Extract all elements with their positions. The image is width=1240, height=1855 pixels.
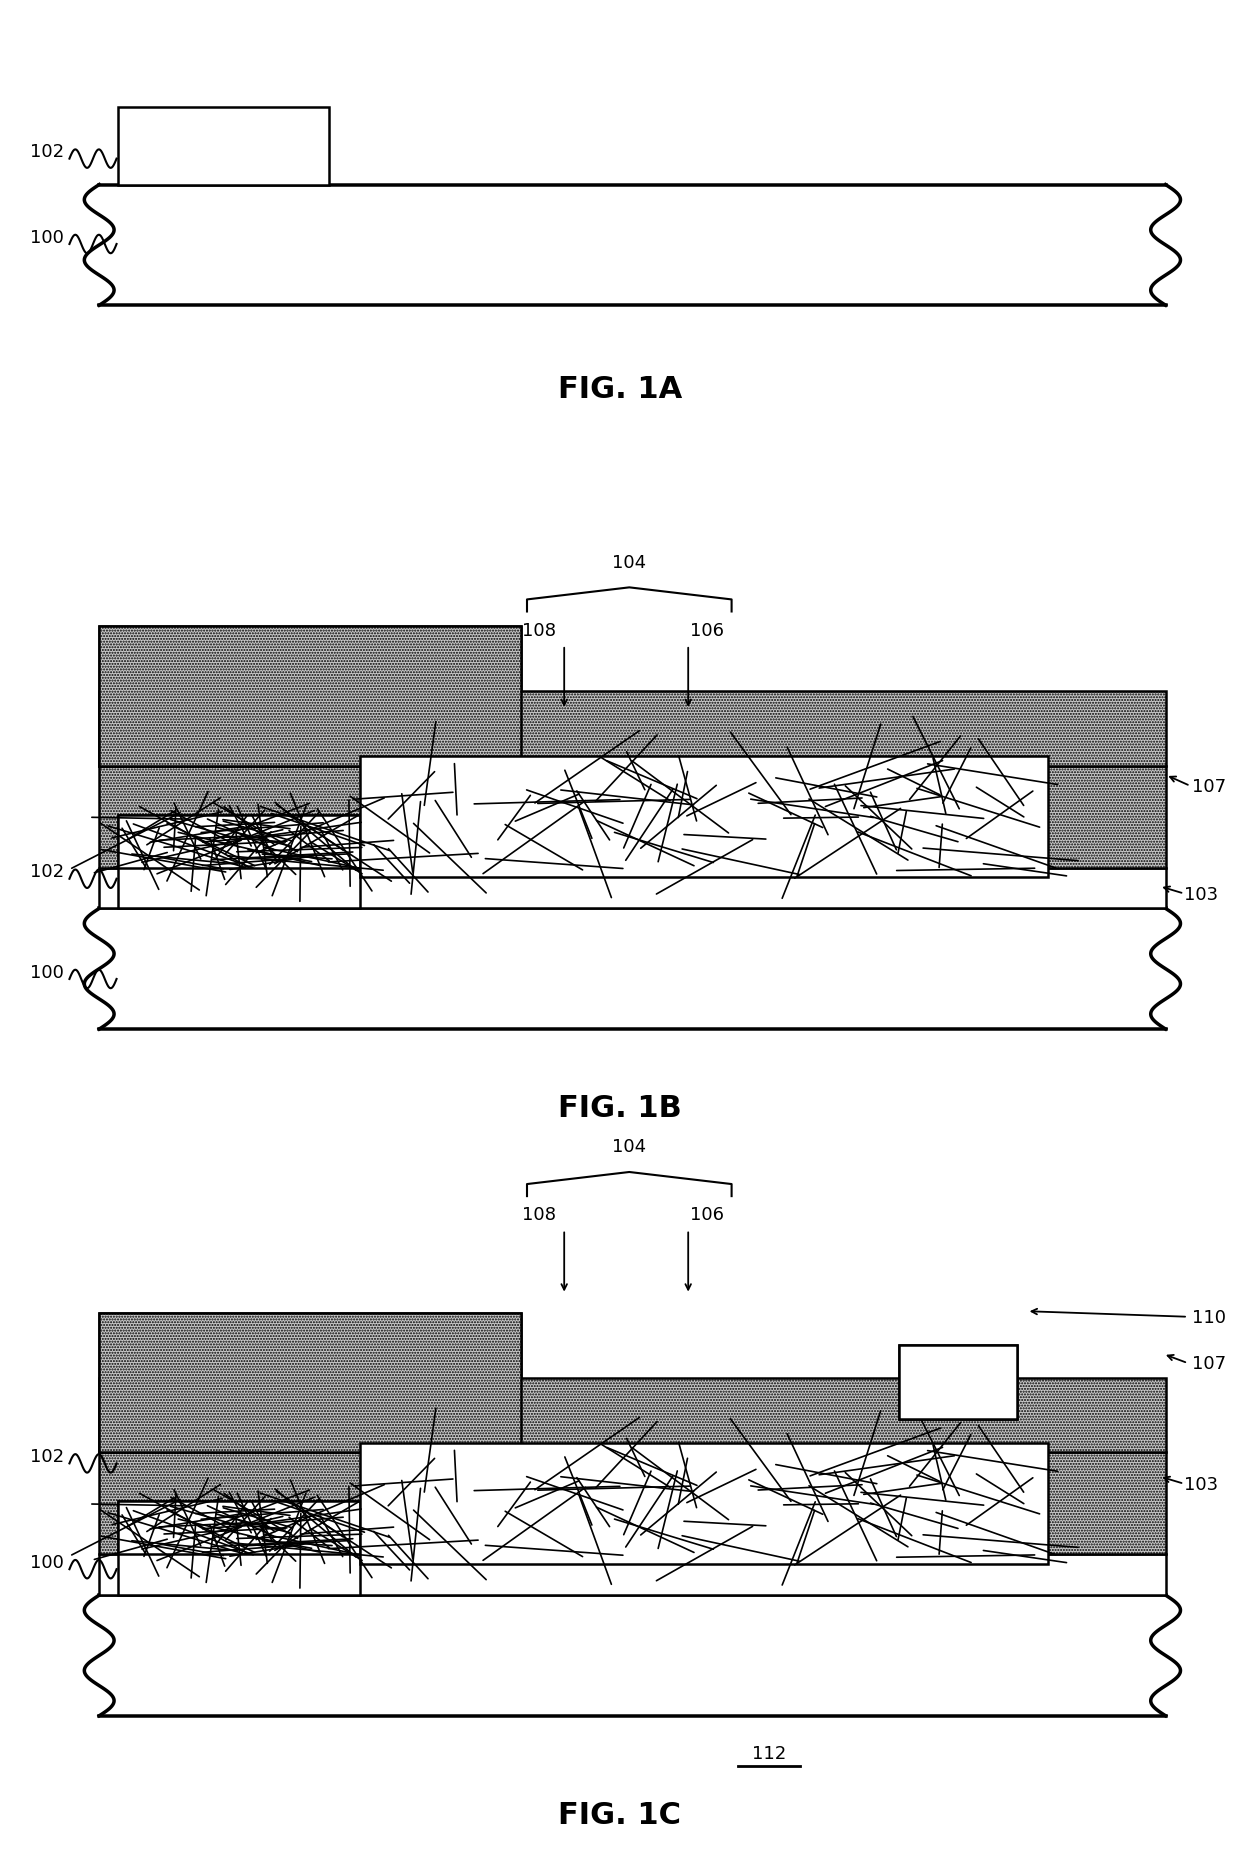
- Text: 100: 100: [30, 228, 64, 247]
- Text: 108: 108: [522, 1206, 557, 1224]
- Bar: [99, 1313, 521, 1452]
- Bar: [360, 1443, 1048, 1564]
- Text: 107: 107: [1192, 1354, 1226, 1373]
- Bar: [99, 1595, 1166, 1716]
- Text: 107: 107: [1192, 777, 1226, 796]
- Text: 104: 104: [611, 1137, 646, 1156]
- Bar: [99, 1554, 1166, 1595]
- Text: 103: 103: [1184, 1475, 1219, 1493]
- Text: 108: 108: [522, 621, 557, 640]
- Bar: [99, 1313, 521, 1452]
- Text: FIG. 1B: FIG. 1B: [558, 1093, 682, 1122]
- Bar: [99, 766, 1166, 868]
- Bar: [118, 814, 360, 868]
- Bar: [99, 186, 1166, 306]
- Bar: [99, 627, 521, 766]
- Text: 100: 100: [30, 1553, 64, 1571]
- Text: 102: 102: [30, 863, 64, 881]
- Text: 110: 110: [1192, 1308, 1226, 1326]
- Text: 100: 100: [30, 963, 64, 981]
- Bar: [118, 108, 329, 186]
- Text: FIG. 1A: FIG. 1A: [558, 375, 682, 404]
- Text: FIG. 1C: FIG. 1C: [558, 1799, 682, 1829]
- Text: 104: 104: [611, 553, 646, 571]
- Bar: [360, 757, 1048, 877]
- Bar: [118, 1501, 360, 1554]
- Bar: [99, 868, 1166, 909]
- Bar: [899, 1345, 1017, 1419]
- Bar: [99, 1452, 1166, 1554]
- Bar: [99, 627, 521, 766]
- Text: 102: 102: [30, 1447, 64, 1465]
- Bar: [899, 1345, 1017, 1419]
- Bar: [99, 692, 1166, 766]
- Bar: [99, 909, 1166, 1030]
- Text: 112: 112: [751, 1744, 786, 1762]
- Bar: [118, 814, 360, 909]
- Bar: [99, 1378, 1166, 1452]
- Text: 106: 106: [689, 621, 724, 640]
- Text: 102: 102: [30, 143, 64, 161]
- Bar: [118, 1501, 360, 1595]
- Text: 103: 103: [1184, 885, 1219, 903]
- Text: 106: 106: [689, 1206, 724, 1224]
